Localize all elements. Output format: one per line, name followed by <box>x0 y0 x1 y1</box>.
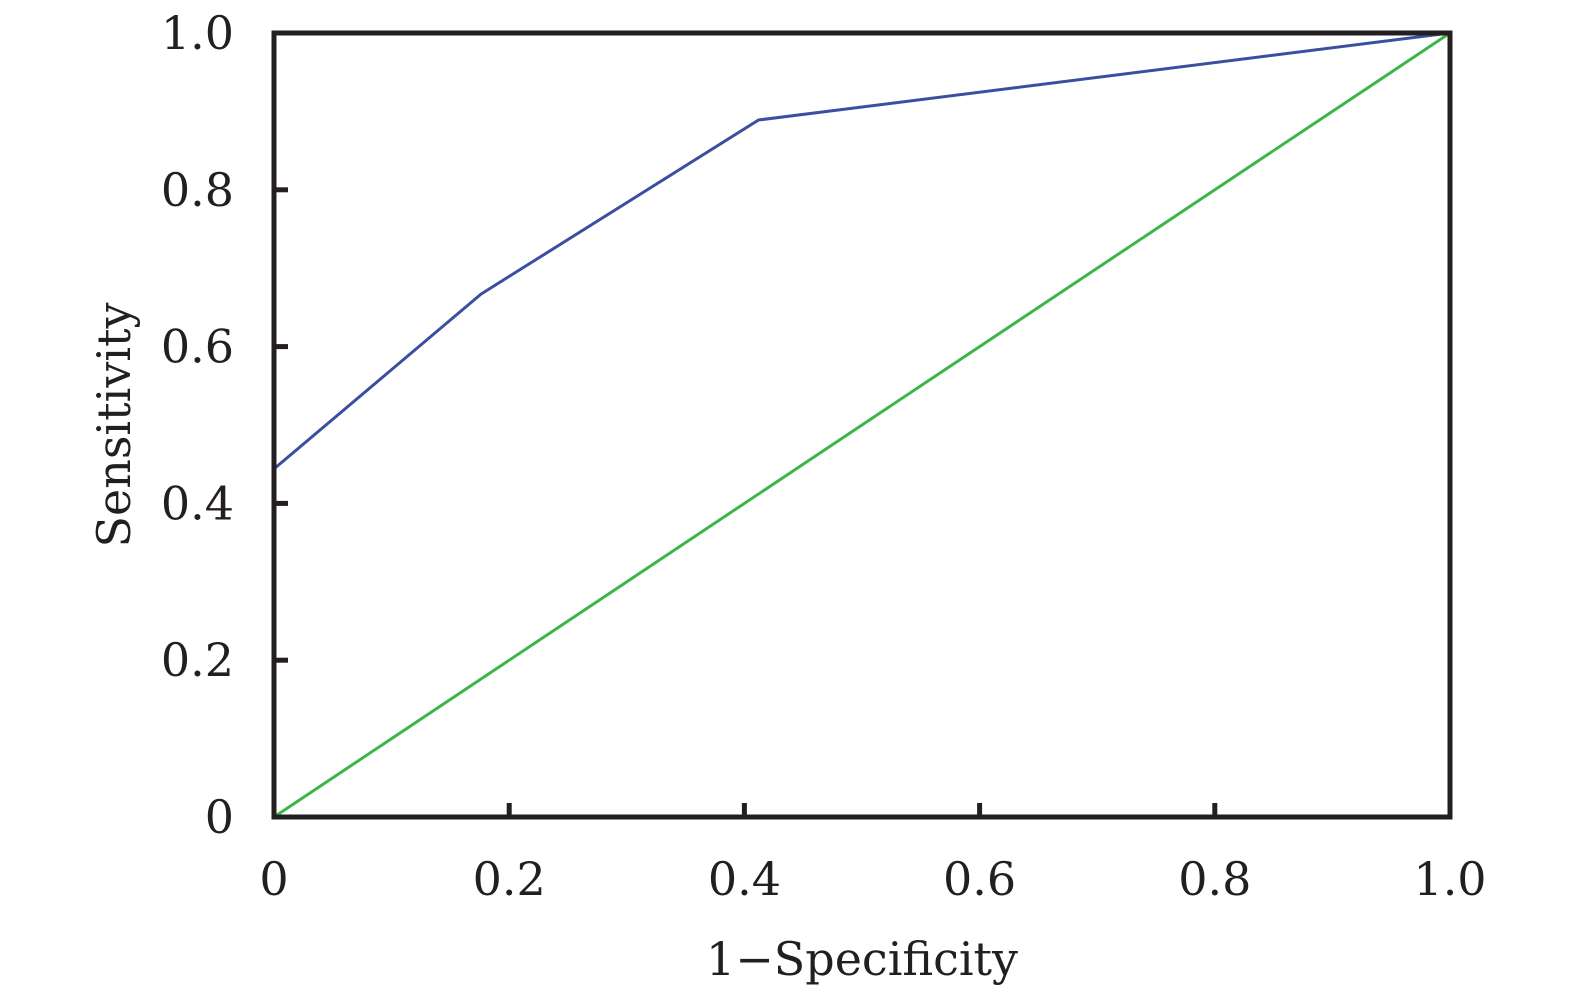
x-tick-label: 0.6 <box>943 852 1016 906</box>
x-axis-ticks <box>506 803 1218 817</box>
y-tick-label: 0.2 <box>161 633 234 687</box>
y-axis-title: Sensitivity <box>87 302 141 547</box>
y-tick-label: 0.8 <box>161 163 234 217</box>
y-axis-ticks <box>274 187 288 663</box>
x-tick-label: 1.0 <box>1413 852 1486 906</box>
x-axis-title: 1−Specificity <box>706 932 1018 986</box>
y-tick-label: 0.4 <box>161 476 234 530</box>
series-layer <box>272 31 1451 819</box>
y-axis-tick-labels: 0 0.2 0.4 0.6 0.8 1.0 <box>161 6 234 844</box>
y-tick-label: 1.0 <box>161 6 234 60</box>
plot-frame <box>271 30 1453 820</box>
reference-diagonal-line <box>273 31 1451 819</box>
y-tick-label: 0 <box>205 790 234 844</box>
x-tick-label: 0.2 <box>473 852 546 906</box>
x-tick-label: 0.4 <box>708 852 781 906</box>
x-tick-label: 0.8 <box>1178 852 1251 906</box>
x-axis-tick-labels: 0 0.2 0.4 0.6 0.8 1.0 <box>259 852 1486 906</box>
y-tick-label: 0.6 <box>161 320 234 374</box>
x-tick-label: 0 <box>259 852 288 906</box>
